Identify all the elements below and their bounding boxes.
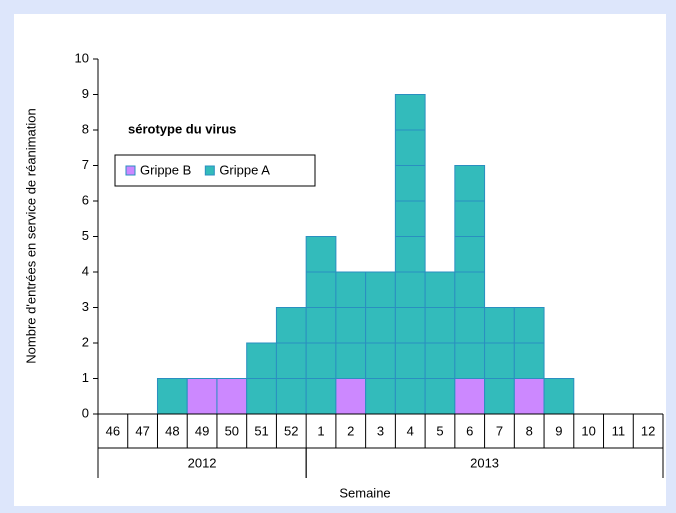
- bar-segment: [513, 378, 545, 415]
- y-tick-label: 0: [82, 405, 89, 420]
- bar-segment: [394, 94, 426, 415]
- y-tick-label: 7: [82, 157, 89, 172]
- y-tick-label: 3: [82, 299, 89, 314]
- x-tick-label: 6: [466, 423, 473, 438]
- x-tick-label: 4: [407, 423, 414, 438]
- x-tick-label: 1: [317, 423, 324, 438]
- y-tick-label: 6: [82, 192, 89, 207]
- bar-segment: [156, 378, 188, 415]
- bar-segment: [543, 378, 575, 415]
- group-label: 2013: [470, 455, 499, 470]
- x-tick-label: 5: [436, 423, 443, 438]
- x-tick-label: 52: [284, 423, 298, 438]
- y-axis-title: Nombre d'entrées en service de réanimati…: [23, 108, 38, 363]
- bar-segment: [484, 307, 515, 415]
- bar-segment: [454, 378, 486, 415]
- x-tick-label: 12: [641, 423, 655, 438]
- legend-swatch: [125, 165, 136, 176]
- x-tick-label: 11: [612, 423, 626, 438]
- x-tick-label: 48: [165, 423, 179, 438]
- y-tick-label: 8: [82, 121, 89, 136]
- x-tick-label: 47: [135, 423, 149, 438]
- x-tick-label: 7: [496, 423, 503, 438]
- y-tick-label: 2: [82, 334, 89, 349]
- x-tick-label: 46: [106, 423, 120, 438]
- x-tick-label: 9: [555, 423, 562, 438]
- bar-segment: [275, 307, 307, 415]
- legend-title: sérotype du virus: [128, 121, 236, 136]
- bar-segment: [305, 236, 337, 415]
- x-tick-label: 49: [195, 423, 209, 438]
- bar-segment: [335, 378, 367, 415]
- y-tick-label: 4: [82, 263, 89, 278]
- legend-swatch: [204, 165, 215, 176]
- y-tick-label: 1: [82, 370, 89, 385]
- y-tick-label: 5: [82, 228, 89, 243]
- x-tick-label: 2: [347, 423, 354, 438]
- x-tick-label: 3: [377, 423, 384, 438]
- x-tick-label: 51: [254, 423, 268, 438]
- bar-segment: [335, 271, 367, 379]
- bar-segment: [186, 378, 218, 415]
- legend-box: [114, 154, 316, 187]
- legend-label: Grippe A: [219, 162, 270, 177]
- x-axis-title: Semaine: [339, 485, 390, 500]
- legend-label: Grippe B: [140, 162, 191, 177]
- x-tick-label: 8: [526, 423, 533, 438]
- y-tick-label: 9: [82, 86, 89, 101]
- bar-segment: [216, 378, 248, 415]
- chart-area: [14, 14, 666, 506]
- y-tick-label: 10: [75, 50, 89, 65]
- x-tick-label: 10: [581, 423, 595, 438]
- group-label: 2012: [188, 455, 217, 470]
- x-tick-label: 50: [225, 423, 239, 438]
